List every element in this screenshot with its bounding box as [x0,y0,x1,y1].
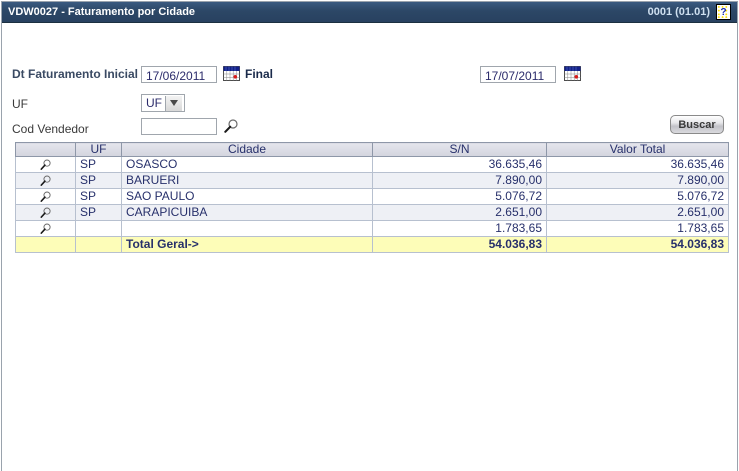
svg-text:?: ? [720,7,726,18]
